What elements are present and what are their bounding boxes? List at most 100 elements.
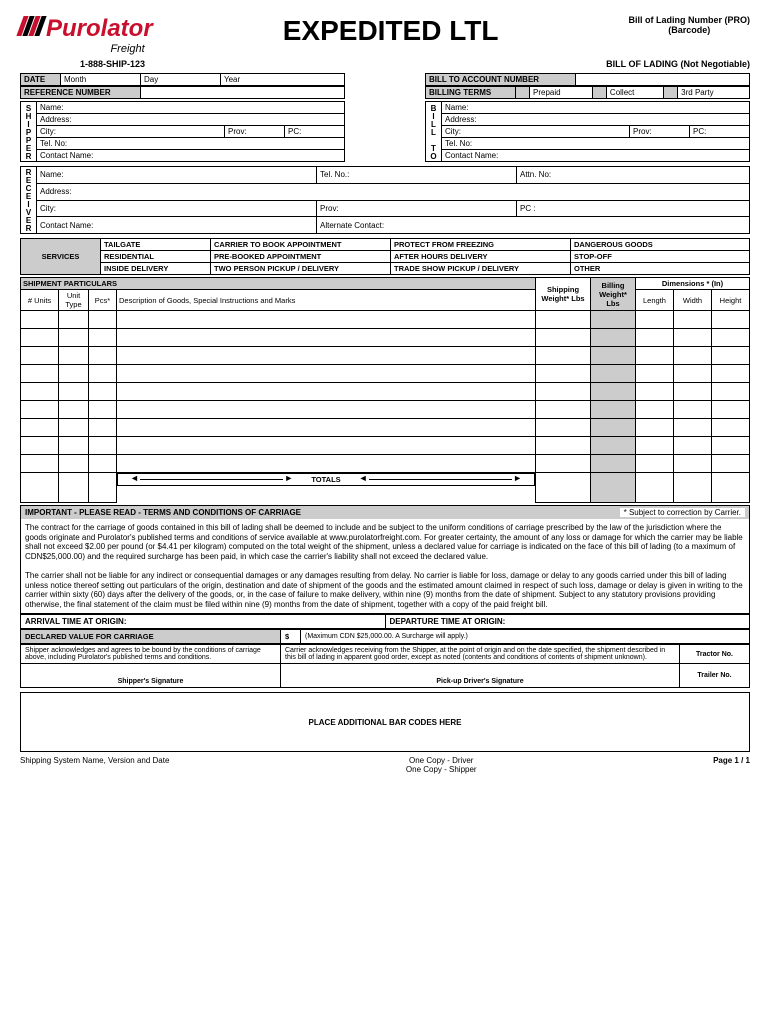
ack-carrier: Carrier acknowledges receiving from the … [281, 645, 680, 664]
logo-brand: Purolator [46, 15, 153, 43]
shipper-contact[interactable]: Contact Name: [37, 150, 345, 162]
declared-table: DECLARED VALUE FOR CARRIAGE $ (Maximum C… [20, 629, 750, 644]
year-label[interactable]: Year [221, 74, 345, 86]
svc-residential[interactable]: RESIDENTIAL [101, 251, 211, 263]
receiver-contact[interactable]: Contact Name: [37, 217, 317, 234]
bill-account-value[interactable] [576, 74, 750, 86]
services-label: SERVICES [21, 239, 101, 275]
barcode-label: (Barcode) [629, 25, 751, 35]
shipper-address[interactable]: Address: [37, 114, 345, 126]
dims-label: Dimensions * (In) [636, 278, 750, 290]
receiver-attn[interactable]: Attn. No: [517, 167, 750, 184]
footer-left: Shipping System Name, Version and Date [20, 756, 169, 774]
arrival-time-label[interactable]: ARRIVAL TIME AT ORIGIN: [21, 615, 386, 628]
ref-table: REFERENCE NUMBER [20, 86, 345, 99]
billto-address[interactable]: Address: [442, 114, 750, 126]
footer-c2: One Copy - Shipper [406, 765, 477, 774]
svc-dangerous[interactable]: DANGEROUS GOODS [571, 239, 750, 251]
time-row: ARRIVAL TIME AT ORIGIN: DEPARTURE TIME A… [20, 614, 750, 629]
table-row[interactable] [21, 383, 750, 401]
billto-name[interactable]: Name: [442, 102, 750, 114]
billto-prov[interactable]: Prov: [630, 126, 690, 138]
table-row[interactable] [21, 437, 750, 455]
desc-label: Description of Goods, Special Instructio… [117, 290, 536, 311]
svc-other[interactable]: OTHER [571, 263, 750, 275]
svc-tailgate[interactable]: TAILGATE [101, 239, 211, 251]
receiver-table: RECEIVER Name: Tel. No.: Attn. No: Addre… [20, 166, 750, 234]
shipper-city[interactable]: City: [37, 126, 225, 138]
footer-row: Shipping System Name, Version and Date O… [20, 756, 750, 774]
billto-tel[interactable]: Tel. No: [442, 138, 750, 150]
svc-inside[interactable]: INSIDE DELIVERY [101, 263, 211, 275]
prepaid-check[interactable] [516, 87, 530, 99]
receiver-name[interactable]: Name: [37, 167, 317, 184]
receiver-city[interactable]: City: [37, 200, 317, 217]
barcode-text: PLACE ADDITIONAL BAR CODES HERE [309, 718, 462, 727]
table-row[interactable] [21, 401, 750, 419]
terms-block: IMPORTANT - PLEASE READ - TERMS AND COND… [20, 505, 750, 614]
terms-header-label: IMPORTANT - PLEASE READ - TERMS AND COND… [25, 508, 301, 517]
billto-side: BILL TO [426, 102, 442, 162]
logo-stripes-icon [20, 16, 43, 36]
totals-label: TOTALS [303, 475, 348, 484]
receiver-pc[interactable]: PC : [517, 200, 750, 217]
units-label: # Units [21, 290, 59, 311]
ack-shipper: Shipper acknowledges and agrees to be bo… [21, 645, 281, 664]
receiver-tel[interactable]: Tel. No.: [317, 167, 517, 184]
table-row[interactable] [21, 365, 750, 383]
table-row[interactable] [21, 455, 750, 473]
ack-table: Shipper acknowledges and agrees to be bo… [20, 644, 750, 688]
shipper-tel[interactable]: Tel. No: [37, 138, 345, 150]
tractor-label[interactable]: Tractor No. [680, 645, 750, 664]
svc-carrier-book[interactable]: CARRIER TO BOOK APPOINTMENT [211, 239, 391, 251]
terms-p2: The carrier shall not be liable for any … [25, 571, 745, 609]
table-row[interactable] [21, 311, 750, 329]
receiver-alt[interactable]: Alternate Contact: [317, 217, 750, 234]
shipper-name[interactable]: Name: [37, 102, 345, 114]
bol-pro-label: Bill of Lading Number (PRO) [629, 15, 751, 25]
ref-label: REFERENCE NUMBER [21, 87, 141, 99]
shipper-sig[interactable]: Shipper's Signature [21, 664, 281, 688]
bill-wt-label: Billing Weight* Lbs [591, 278, 636, 311]
ref-value[interactable] [141, 87, 345, 99]
receiver-side: RECEIVER [21, 167, 37, 234]
table-row[interactable] [21, 329, 750, 347]
collect-check[interactable] [592, 87, 606, 99]
declared-label: DECLARED VALUE FOR CARRIAGE [21, 630, 281, 644]
billto-contact[interactable]: Contact Name: [442, 150, 750, 162]
table-row[interactable] [21, 347, 750, 365]
driver-sig[interactable]: Pick-up Driver's Signature [281, 664, 680, 688]
declared-dollar[interactable]: $ [281, 630, 301, 644]
svc-protect-freeze[interactable]: PROTECT FROM FREEZING [391, 239, 571, 251]
date-table: DATE Month Day Year [20, 73, 345, 86]
declared-max: (Maximum CDN $25,000.00. A Surcharge wil… [301, 630, 750, 644]
shipper-pc[interactable]: PC: [285, 126, 345, 138]
day-label[interactable]: Day [141, 74, 221, 86]
bol-number-label: Bill of Lading Number (PRO) (Barcode) [629, 15, 751, 35]
terms-p1: The contract for the carriage of goods c… [25, 523, 745, 561]
billto-city[interactable]: City: [442, 126, 630, 138]
billto-table: BILL TO Name: Address: City: Prov: PC: T… [425, 101, 750, 162]
receiver-address[interactable]: Address: [37, 183, 750, 200]
billing-terms-label: BILLING TERMS [426, 87, 516, 99]
logo-sub: Freight [20, 43, 153, 55]
svc-two-person[interactable]: TWO PERSON PICKUP / DELIVERY [211, 263, 391, 275]
svc-after-hours[interactable]: AFTER HOURS DELIVERY [391, 251, 571, 263]
svc-prebooked[interactable]: PRE-BOOKED APPOINTMENT [211, 251, 391, 263]
departure-time-label[interactable]: DEPARTURE TIME AT ORIGIN: [386, 615, 750, 628]
shipper-prov[interactable]: Prov: [225, 126, 285, 138]
main-title: EXPEDITED LTL [283, 15, 499, 47]
billto-pc[interactable]: PC: [690, 126, 750, 138]
receiver-prov[interactable]: Prov: [317, 200, 517, 217]
svc-trade-show[interactable]: TRADE SHOW PICKUP / DELIVERY [391, 263, 571, 275]
third-check[interactable] [664, 87, 678, 99]
svc-stopoff[interactable]: STOP-OFF [571, 251, 750, 263]
particulars-table: SHIPMENT PARTICULARS Shipping Weight* Lb… [20, 277, 750, 503]
table-row[interactable] [21, 419, 750, 437]
third-label: 3rd Party [678, 87, 750, 99]
date-label: DATE [21, 74, 61, 86]
footer-center: One Copy - Driver One Copy - Shipper [406, 756, 477, 774]
pcs-label: Pcs* [89, 290, 117, 311]
trailer-label[interactable]: Trailer No. [680, 664, 750, 688]
month-label[interactable]: Month [61, 74, 141, 86]
